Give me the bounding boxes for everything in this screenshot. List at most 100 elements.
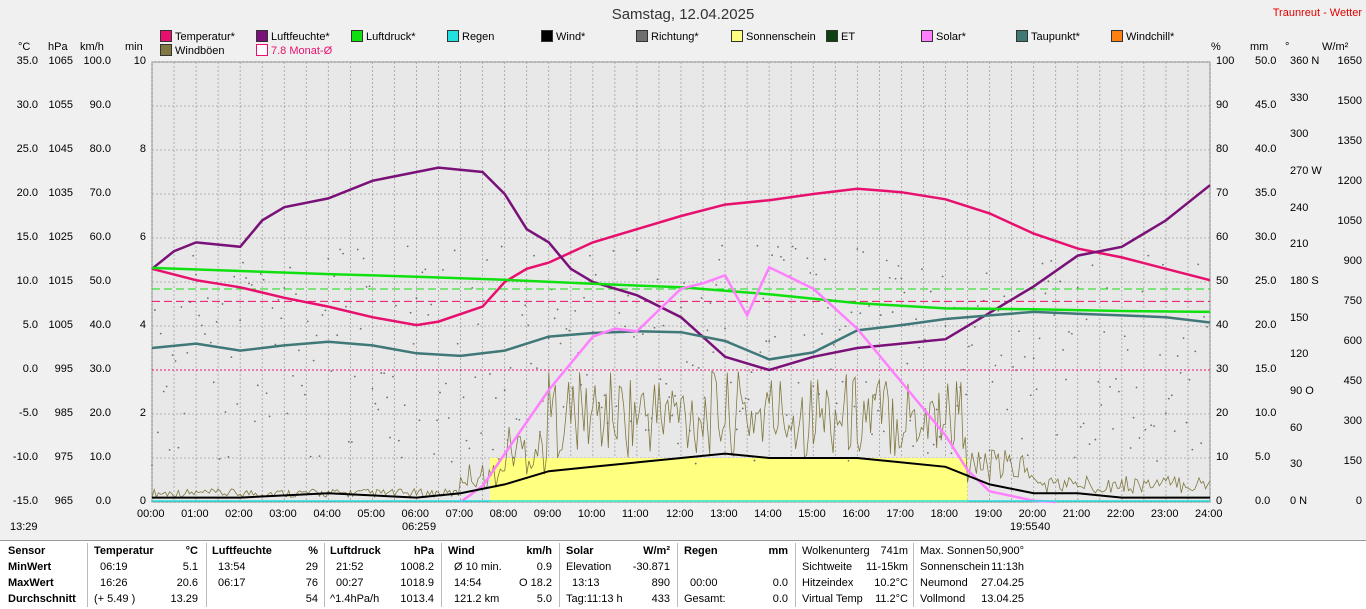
tick-wind: 40.0 <box>89 319 111 331</box>
direction-dot <box>741 407 744 410</box>
stats-solar-header: Solar <box>566 545 594 557</box>
stats-misc2-label: Neumond <box>920 577 968 589</box>
legend-item: Taupunkt* <box>1016 30 1080 43</box>
legend-label: Wind* <box>556 31 586 43</box>
tick-hum: 80 <box>1216 143 1229 155</box>
direction-dot <box>1153 425 1156 428</box>
direction-dot <box>309 455 312 458</box>
tick-x: 21:00 <box>1062 508 1091 520</box>
tick-x: 14:00 <box>754 508 782 520</box>
direction-dot <box>600 406 603 409</box>
direction-dot <box>903 291 906 294</box>
tick-wind: 20.0 <box>89 407 111 419</box>
direction-dot <box>856 248 859 250</box>
direction-dot <box>406 245 409 248</box>
direction-dot <box>668 396 671 399</box>
direction-dot <box>1103 331 1106 333</box>
direction-dot <box>815 273 818 276</box>
direction-dot <box>1065 378 1067 381</box>
direction-dot <box>383 372 386 375</box>
direction-dot <box>697 366 700 369</box>
stats-misc1-value: 741m <box>880 545 908 557</box>
stats-misc1-value: 11-15km <box>866 561 908 573</box>
direction-dot <box>456 342 459 345</box>
direction-dot <box>997 309 1000 312</box>
direction-dot <box>342 252 344 255</box>
direction-dot <box>403 404 406 407</box>
direction-dot <box>1041 262 1044 265</box>
tick-solar: 600 <box>1343 335 1362 347</box>
legend-swatch <box>731 30 743 42</box>
tick-solar: 300 <box>1343 415 1362 427</box>
legend-swatch <box>160 30 172 42</box>
direction-dot <box>865 381 868 383</box>
stats-misc2-label: Vollmond <box>920 593 966 605</box>
direction-dot <box>1038 337 1041 340</box>
direction-dot <box>474 376 477 379</box>
direction-dot <box>209 341 212 344</box>
direction-dot <box>662 324 665 327</box>
direction-dot <box>324 309 327 312</box>
direction-dot <box>271 307 274 309</box>
direction-dot <box>1176 355 1179 357</box>
direction-dot <box>759 351 762 354</box>
direction-dot <box>192 254 195 257</box>
direction-dot <box>912 445 915 448</box>
direction-dot <box>926 452 929 454</box>
direction-dot <box>1035 388 1038 391</box>
legend-label: Richtung* <box>651 31 699 43</box>
direction-dot <box>583 296 585 299</box>
tick-hum: 20 <box>1216 407 1229 419</box>
direction-dot <box>685 361 688 363</box>
direction-dot <box>397 439 400 442</box>
direction-dot <box>636 249 638 252</box>
direction-dot <box>274 343 277 346</box>
direction-dot <box>1182 337 1185 340</box>
direction-dot <box>1000 354 1003 357</box>
direction-dot <box>509 366 512 369</box>
direction-dot <box>1141 290 1144 293</box>
legend-item: ET <box>826 30 855 43</box>
direction-dot <box>841 380 844 383</box>
direction-dot <box>556 308 559 311</box>
tick-hum: 100 <box>1216 55 1235 67</box>
direction-dot <box>791 245 794 248</box>
stats-temp-header: Temperatur <box>94 545 154 557</box>
direction-dot <box>518 418 521 421</box>
direction-dot <box>494 397 497 399</box>
direction-dot <box>709 302 712 304</box>
direction-dot <box>433 453 436 455</box>
direction-dot <box>336 334 339 337</box>
direction-dot <box>835 402 838 405</box>
sunset-label: 19:55 <box>1010 521 1038 533</box>
direction-dot <box>427 313 430 316</box>
direction-dot <box>245 277 247 279</box>
direction-dot <box>1076 286 1079 289</box>
tick-hum: 40 <box>1216 319 1229 331</box>
direction-dot <box>1085 318 1088 321</box>
tick-min: 0 <box>139 495 146 507</box>
direction-dot <box>306 320 309 323</box>
stats-wind-max-value: O 18.2 <box>518 577 552 589</box>
tick-x: 00:00 <box>137 508 165 520</box>
tick-wind: 90.0 <box>89 99 111 111</box>
legend-swatch <box>160 44 172 56</box>
stats-misc1-col: Wolkenunterg 741m Sichtweite 11-15km Hitze… <box>802 543 908 607</box>
direction-dot <box>824 258 826 261</box>
legend-swatch <box>1111 30 1123 42</box>
direction-dot <box>256 384 259 387</box>
tick-rain: 40.0 <box>1255 143 1277 155</box>
direction-dot <box>747 398 750 401</box>
direction-dot <box>694 462 697 465</box>
tick-min: 10 <box>133 55 146 67</box>
direction-dot <box>415 297 418 299</box>
direction-dot <box>259 272 262 275</box>
legend-swatch <box>826 30 838 42</box>
direction-dot <box>1138 437 1141 439</box>
stats-wind-min-value: 0.9 <box>536 561 552 573</box>
direction-dot <box>812 385 815 387</box>
tick-press: 1065 <box>48 55 73 67</box>
direction-dot <box>303 393 306 396</box>
direction-dot <box>850 311 853 314</box>
direction-dot <box>959 386 962 389</box>
